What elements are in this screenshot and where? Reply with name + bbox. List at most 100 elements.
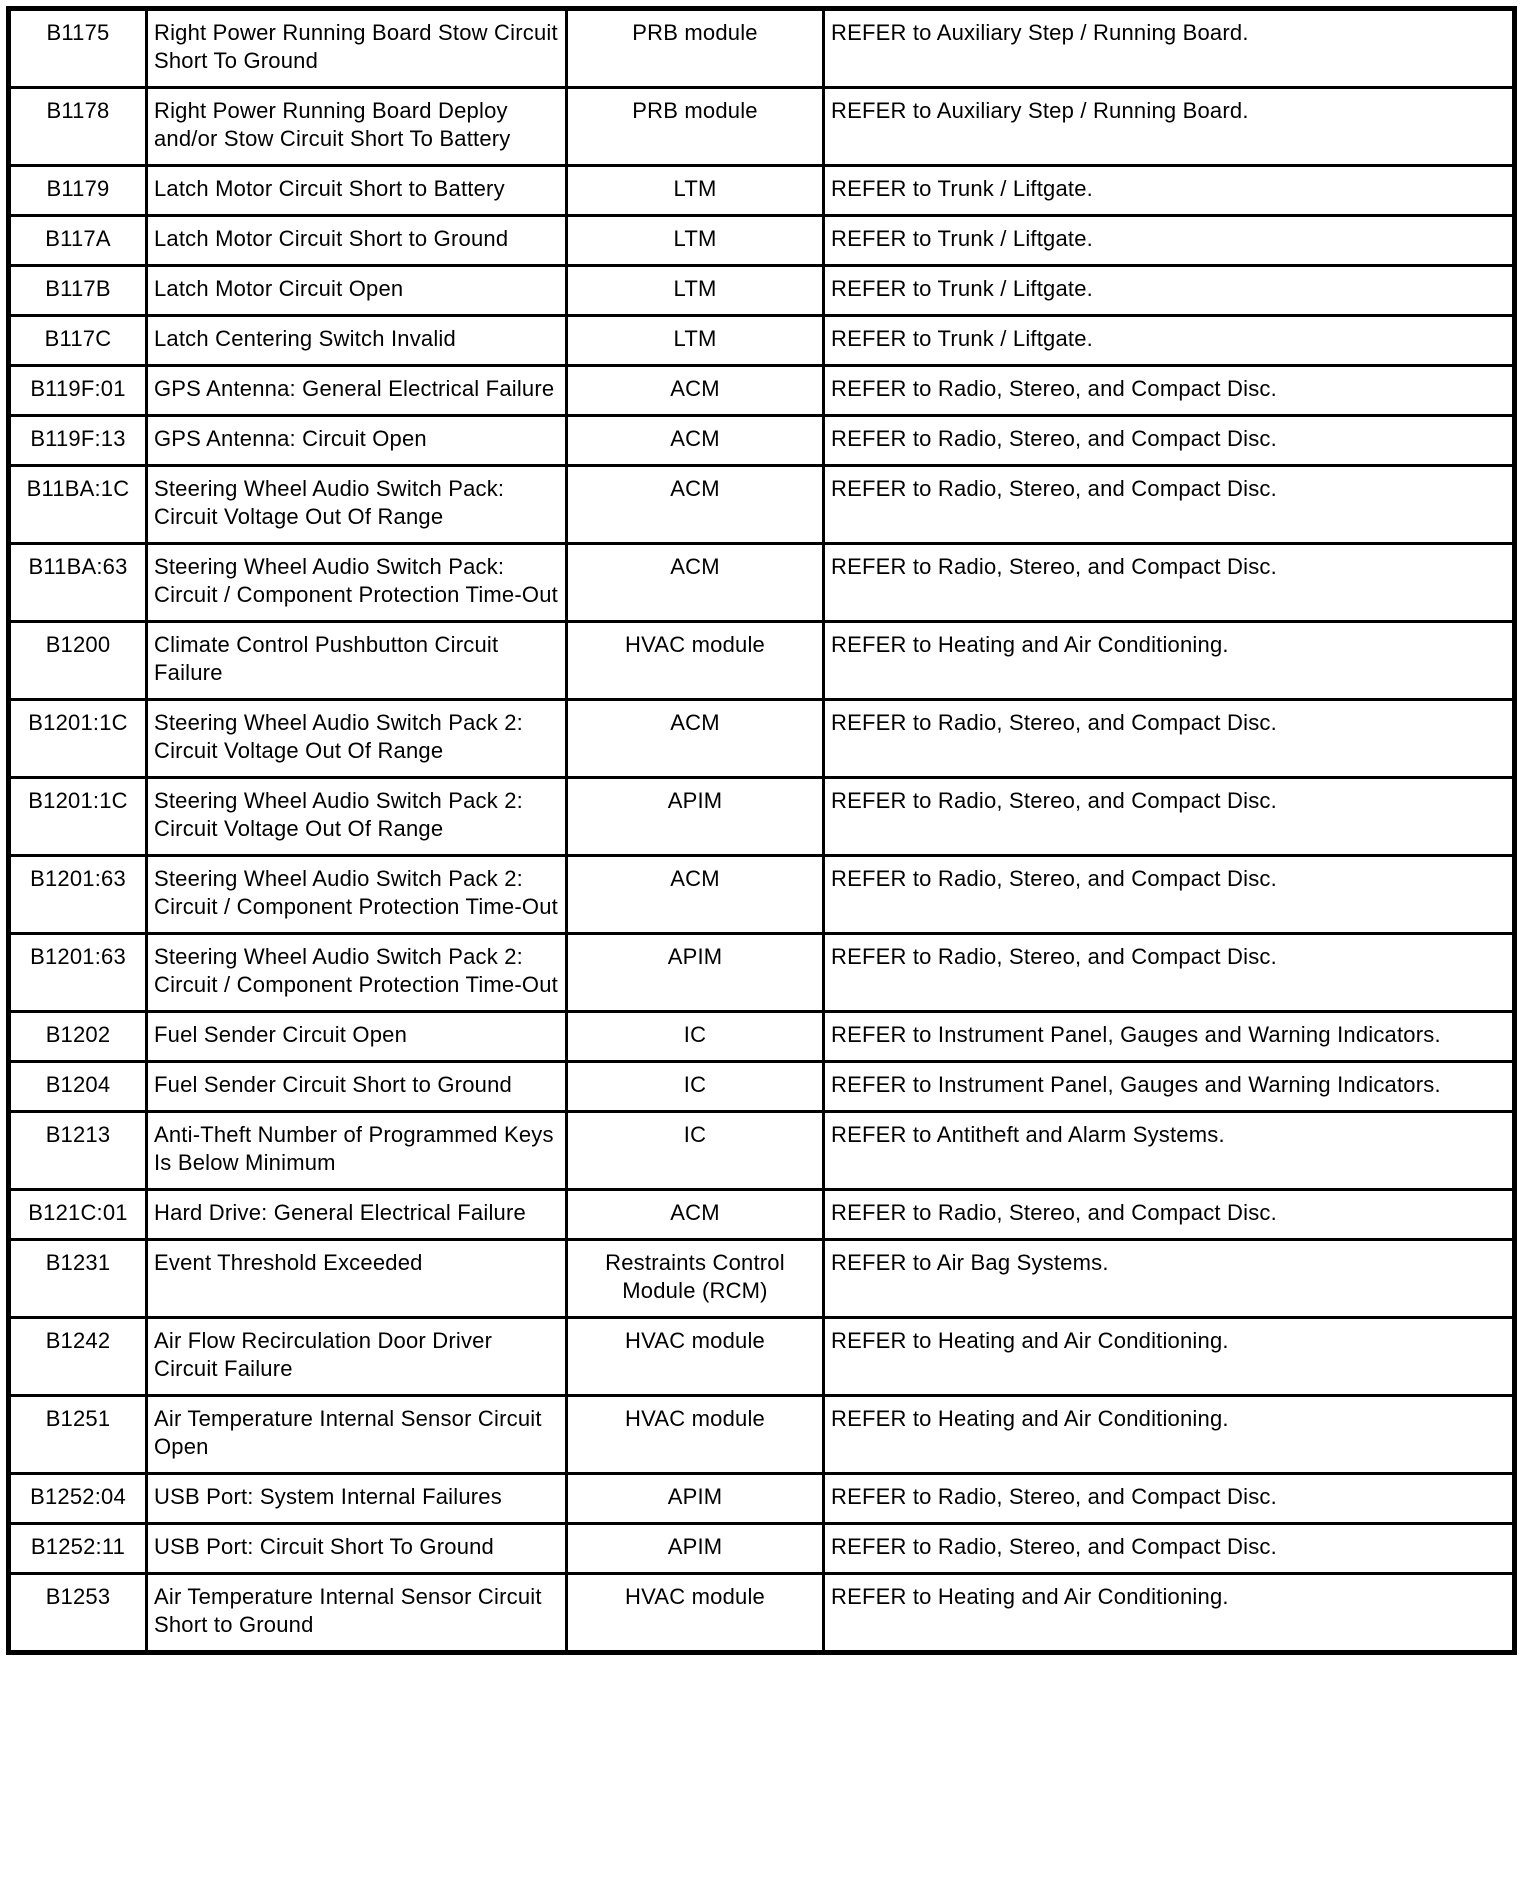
description-cell: Air Temperature Internal Sensor Circuit … xyxy=(145,1572,568,1654)
table-row: B11BA:1C Steering Wheel Audio Switch Pac… xyxy=(7,464,1516,545)
action-cell: REFER to Instrument Panel, Gauges and Wa… xyxy=(822,1010,1516,1063)
table-row: B119F:13 GPS Antenna: Circuit Open ACM R… xyxy=(7,414,1516,467)
table-row: B1231 Event Threshold Exceeded Restraint… xyxy=(7,1238,1516,1319)
description-cell: GPS Antenna: General Electrical Failure xyxy=(145,364,568,417)
dtc-code-cell: B1252:11 xyxy=(7,1522,148,1575)
table-row: B1201:63 Steering Wheel Audio Switch Pac… xyxy=(7,854,1516,935)
module-cell: APIM xyxy=(565,932,825,1013)
dtc-code-cell: B1178 xyxy=(7,86,148,167)
action-cell: REFER to Radio, Stereo, and Compact Disc… xyxy=(822,542,1516,623)
module-cell: ACM xyxy=(565,1188,825,1241)
dtc-code-cell: B1179 xyxy=(7,164,148,217)
table-row: B1252:11 USB Port: Circuit Short To Grou… xyxy=(7,1522,1516,1575)
description-cell: Right Power Running Board Stow Circuit S… xyxy=(145,7,568,89)
action-cell: REFER to Radio, Stereo, and Compact Disc… xyxy=(822,464,1516,545)
description-cell: Right Power Running Board Deploy and/or … xyxy=(145,86,568,167)
action-cell: REFER to Antitheft and Alarm Systems. xyxy=(822,1110,1516,1191)
dtc-code-cell: B1201:63 xyxy=(7,854,148,935)
dtc-table: B1175 Right Power Running Board Stow Cir… xyxy=(6,6,1517,1655)
dtc-code-cell: B119F:13 xyxy=(7,414,148,467)
table-row: B117A Latch Motor Circuit Short to Groun… xyxy=(7,214,1516,267)
action-cell: REFER to Radio, Stereo, and Compact Disc… xyxy=(822,932,1516,1013)
dtc-code-cell: B119F:01 xyxy=(7,364,148,417)
table-row: B1201:63 Steering Wheel Audio Switch Pac… xyxy=(7,932,1516,1013)
action-cell: REFER to Auxiliary Step / Running Board. xyxy=(822,7,1516,89)
dtc-code-cell: B1175 xyxy=(7,7,148,89)
description-cell: Event Threshold Exceeded xyxy=(145,1238,568,1319)
dtc-code-cell: B1201:1C xyxy=(7,698,148,779)
description-cell: Fuel Sender Circuit Open xyxy=(145,1010,568,1063)
dtc-table-body: B1175 Right Power Running Board Stow Cir… xyxy=(7,7,1516,1654)
description-cell: Steering Wheel Audio Switch Pack 2: Circ… xyxy=(145,776,568,857)
table-row: B11BA:63 Steering Wheel Audio Switch Pac… xyxy=(7,542,1516,623)
module-cell: LTM xyxy=(565,264,825,317)
action-cell: REFER to Instrument Panel, Gauges and Wa… xyxy=(822,1060,1516,1113)
module-cell: HVAC module xyxy=(565,1316,825,1397)
module-cell: HVAC module xyxy=(565,1572,825,1654)
manual-page: B1175 Right Power Running Board Stow Cir… xyxy=(6,6,1517,1655)
table-row: B121C:01 Hard Drive: General Electrical … xyxy=(7,1188,1516,1241)
dtc-code-cell: B121C:01 xyxy=(7,1188,148,1241)
description-cell: Air Temperature Internal Sensor Circuit … xyxy=(145,1394,568,1475)
module-cell: APIM xyxy=(565,776,825,857)
module-cell: IC xyxy=(565,1110,825,1191)
action-cell: REFER to Radio, Stereo, and Compact Disc… xyxy=(822,364,1516,417)
module-cell: HVAC module xyxy=(565,1394,825,1475)
dtc-code-cell: B1251 xyxy=(7,1394,148,1475)
action-cell: REFER to Trunk / Liftgate. xyxy=(822,314,1516,367)
dtc-code-cell: B117B xyxy=(7,264,148,317)
module-cell: HVAC module xyxy=(565,620,825,701)
description-cell: Anti-Theft Number of Programmed Keys Is … xyxy=(145,1110,568,1191)
dtc-code-cell: B1231 xyxy=(7,1238,148,1319)
module-cell: PRB module xyxy=(565,7,825,89)
table-row: B1251 Air Temperature Internal Sensor Ci… xyxy=(7,1394,1516,1475)
module-cell: ACM xyxy=(565,464,825,545)
description-cell: Steering Wheel Audio Switch Pack: Circui… xyxy=(145,542,568,623)
description-cell: Steering Wheel Audio Switch Pack 2: Circ… xyxy=(145,932,568,1013)
action-cell: REFER to Air Bag Systems. xyxy=(822,1238,1516,1319)
description-cell: Fuel Sender Circuit Short to Ground xyxy=(145,1060,568,1113)
action-cell: REFER to Heating and Air Conditioning. xyxy=(822,1316,1516,1397)
dtc-code-cell: B117C xyxy=(7,314,148,367)
description-cell: Steering Wheel Audio Switch Pack 2: Circ… xyxy=(145,854,568,935)
table-row: B119F:01 GPS Antenna: General Electrical… xyxy=(7,364,1516,417)
dtc-code-cell: B1201:1C xyxy=(7,776,148,857)
action-cell: REFER to Heating and Air Conditioning. xyxy=(822,1572,1516,1654)
module-cell: ACM xyxy=(565,542,825,623)
module-cell: ACM xyxy=(565,698,825,779)
module-cell: APIM xyxy=(565,1522,825,1575)
module-cell: APIM xyxy=(565,1472,825,1525)
table-row: B1252:04 USB Port: System Internal Failu… xyxy=(7,1472,1516,1525)
description-cell: Hard Drive: General Electrical Failure xyxy=(145,1188,568,1241)
dtc-code-cell: B1202 xyxy=(7,1010,148,1063)
description-cell: Climate Control Pushbutton Circuit Failu… xyxy=(145,620,568,701)
description-cell: Steering Wheel Audio Switch Pack 2: Circ… xyxy=(145,698,568,779)
table-row: B1213 Anti-Theft Number of Programmed Ke… xyxy=(7,1110,1516,1191)
action-cell: REFER to Radio, Stereo, and Compact Disc… xyxy=(822,1522,1516,1575)
action-cell: REFER to Trunk / Liftgate. xyxy=(822,214,1516,267)
dtc-code-cell: B11BA:63 xyxy=(7,542,148,623)
description-cell: Latch Centering Switch Invalid xyxy=(145,314,568,367)
action-cell: REFER to Radio, Stereo, and Compact Disc… xyxy=(822,854,1516,935)
table-row: B1178 Right Power Running Board Deploy a… xyxy=(7,86,1516,167)
table-row: B117B Latch Motor Circuit Open LTM REFER… xyxy=(7,264,1516,317)
dtc-code-cell: B1200 xyxy=(7,620,148,701)
dtc-code-cell: B1204 xyxy=(7,1060,148,1113)
module-cell: IC xyxy=(565,1060,825,1113)
description-cell: Air Flow Recirculation Door Driver Circu… xyxy=(145,1316,568,1397)
table-row: B1201:1C Steering Wheel Audio Switch Pac… xyxy=(7,776,1516,857)
table-row: B117C Latch Centering Switch Invalid LTM… xyxy=(7,314,1516,367)
module-cell: Restraints Control Module (RCM) xyxy=(565,1238,825,1319)
module-cell: LTM xyxy=(565,214,825,267)
dtc-code-cell: B1253 xyxy=(7,1572,148,1654)
description-cell: Latch Motor Circuit Open xyxy=(145,264,568,317)
table-row: B1253 Air Temperature Internal Sensor Ci… xyxy=(7,1572,1516,1654)
module-cell: ACM xyxy=(565,414,825,467)
description-cell: Steering Wheel Audio Switch Pack: Circui… xyxy=(145,464,568,545)
table-row: B1179 Latch Motor Circuit Short to Batte… xyxy=(7,164,1516,217)
table-row: B1200 Climate Control Pushbutton Circuit… xyxy=(7,620,1516,701)
module-cell: IC xyxy=(565,1010,825,1063)
module-cell: ACM xyxy=(565,364,825,417)
action-cell: REFER to Trunk / Liftgate. xyxy=(822,164,1516,217)
action-cell: REFER to Radio, Stereo, and Compact Disc… xyxy=(822,414,1516,467)
